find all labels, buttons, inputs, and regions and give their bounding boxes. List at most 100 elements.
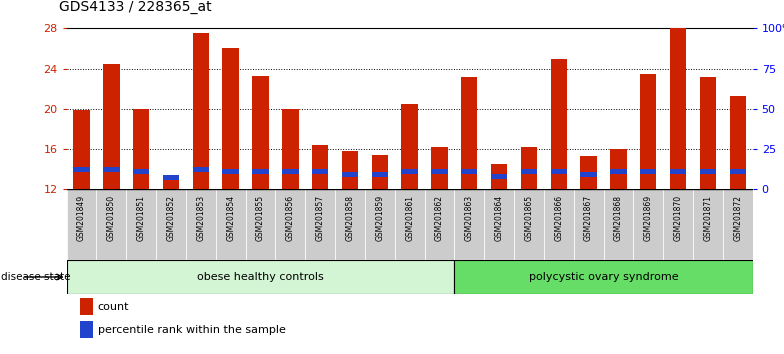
Bar [431,147,448,189]
Bar [365,189,394,260]
Bar [574,189,604,260]
Bar [640,169,656,173]
Text: GSM201854: GSM201854 [226,195,235,241]
Bar [252,169,269,173]
Text: GSM201855: GSM201855 [256,195,265,241]
Bar [312,169,328,173]
Bar [372,172,388,177]
Bar [126,189,156,260]
Text: GSM201864: GSM201864 [495,195,503,241]
Bar [521,169,537,173]
Bar [193,33,209,189]
Text: GSM201856: GSM201856 [286,195,295,241]
Text: GSM201866: GSM201866 [554,195,563,241]
Bar [401,104,418,189]
Bar [401,169,418,173]
Text: GSM201867: GSM201867 [584,195,593,241]
Bar [74,167,89,172]
Bar [96,189,126,260]
Bar [275,189,305,260]
Bar [312,145,328,189]
Text: GSM201852: GSM201852 [166,195,176,241]
Bar [699,169,716,173]
Bar [663,189,693,260]
Bar [604,189,633,260]
Bar [670,169,686,173]
Text: GSM201851: GSM201851 [136,195,146,241]
Bar [342,172,358,177]
Bar [485,189,514,260]
Text: GSM201869: GSM201869 [644,195,653,241]
Bar [455,189,485,260]
Bar [640,74,656,189]
Bar [282,169,299,173]
Bar [216,189,245,260]
Bar [67,189,96,260]
Bar [670,28,686,189]
Text: GSM201868: GSM201868 [614,195,623,241]
Bar [461,169,477,173]
Bar [723,189,753,260]
Bar [133,109,150,189]
Bar [186,189,216,260]
Bar [455,260,753,294]
Bar [133,169,150,173]
Bar [80,298,93,314]
Text: disease state: disease state [1,272,71,282]
Bar [550,58,567,189]
Text: GSM201865: GSM201865 [524,195,533,241]
Bar [431,169,448,173]
Bar [699,77,716,189]
Text: GSM201853: GSM201853 [196,195,205,241]
Bar [223,48,239,189]
Bar [610,169,626,173]
Text: GSM201849: GSM201849 [77,195,86,241]
Text: GSM201870: GSM201870 [673,195,683,241]
Bar [580,172,597,177]
Bar [633,189,663,260]
Bar [223,169,239,173]
Bar [245,189,275,260]
Bar [103,167,120,172]
Bar [693,189,723,260]
Text: GSM201872: GSM201872 [733,195,742,241]
Text: percentile rank within the sample: percentile rank within the sample [97,325,285,335]
Bar [80,321,93,338]
Bar [730,169,746,173]
Bar [514,189,544,260]
Bar [252,76,269,189]
Text: GSM201850: GSM201850 [107,195,116,241]
Bar [461,77,477,189]
Bar [193,167,209,172]
Bar [730,96,746,189]
Text: count: count [97,302,129,312]
Bar [335,189,365,260]
Bar [163,175,180,179]
Bar [305,189,335,260]
Text: GSM201861: GSM201861 [405,195,414,241]
Bar [491,174,507,178]
Bar [550,169,567,173]
Bar [610,149,626,189]
Bar [580,156,597,189]
Bar [282,109,299,189]
Bar [521,147,537,189]
Bar [372,155,388,189]
Text: GSM201858: GSM201858 [346,195,354,241]
Text: GSM201862: GSM201862 [435,195,444,241]
Text: GSM201857: GSM201857 [316,195,325,241]
Text: GDS4133 / 228365_at: GDS4133 / 228365_at [59,0,212,14]
Bar [163,179,180,189]
Bar [491,164,507,189]
Text: GSM201871: GSM201871 [703,195,713,241]
Bar [425,189,455,260]
Bar [67,260,455,294]
Text: obese healthy controls: obese healthy controls [197,272,324,282]
Text: GSM201859: GSM201859 [376,195,384,241]
Bar [342,151,358,189]
Bar [544,189,574,260]
Bar [74,110,89,189]
Bar [103,64,120,189]
Bar [156,189,186,260]
Text: GSM201863: GSM201863 [465,195,474,241]
